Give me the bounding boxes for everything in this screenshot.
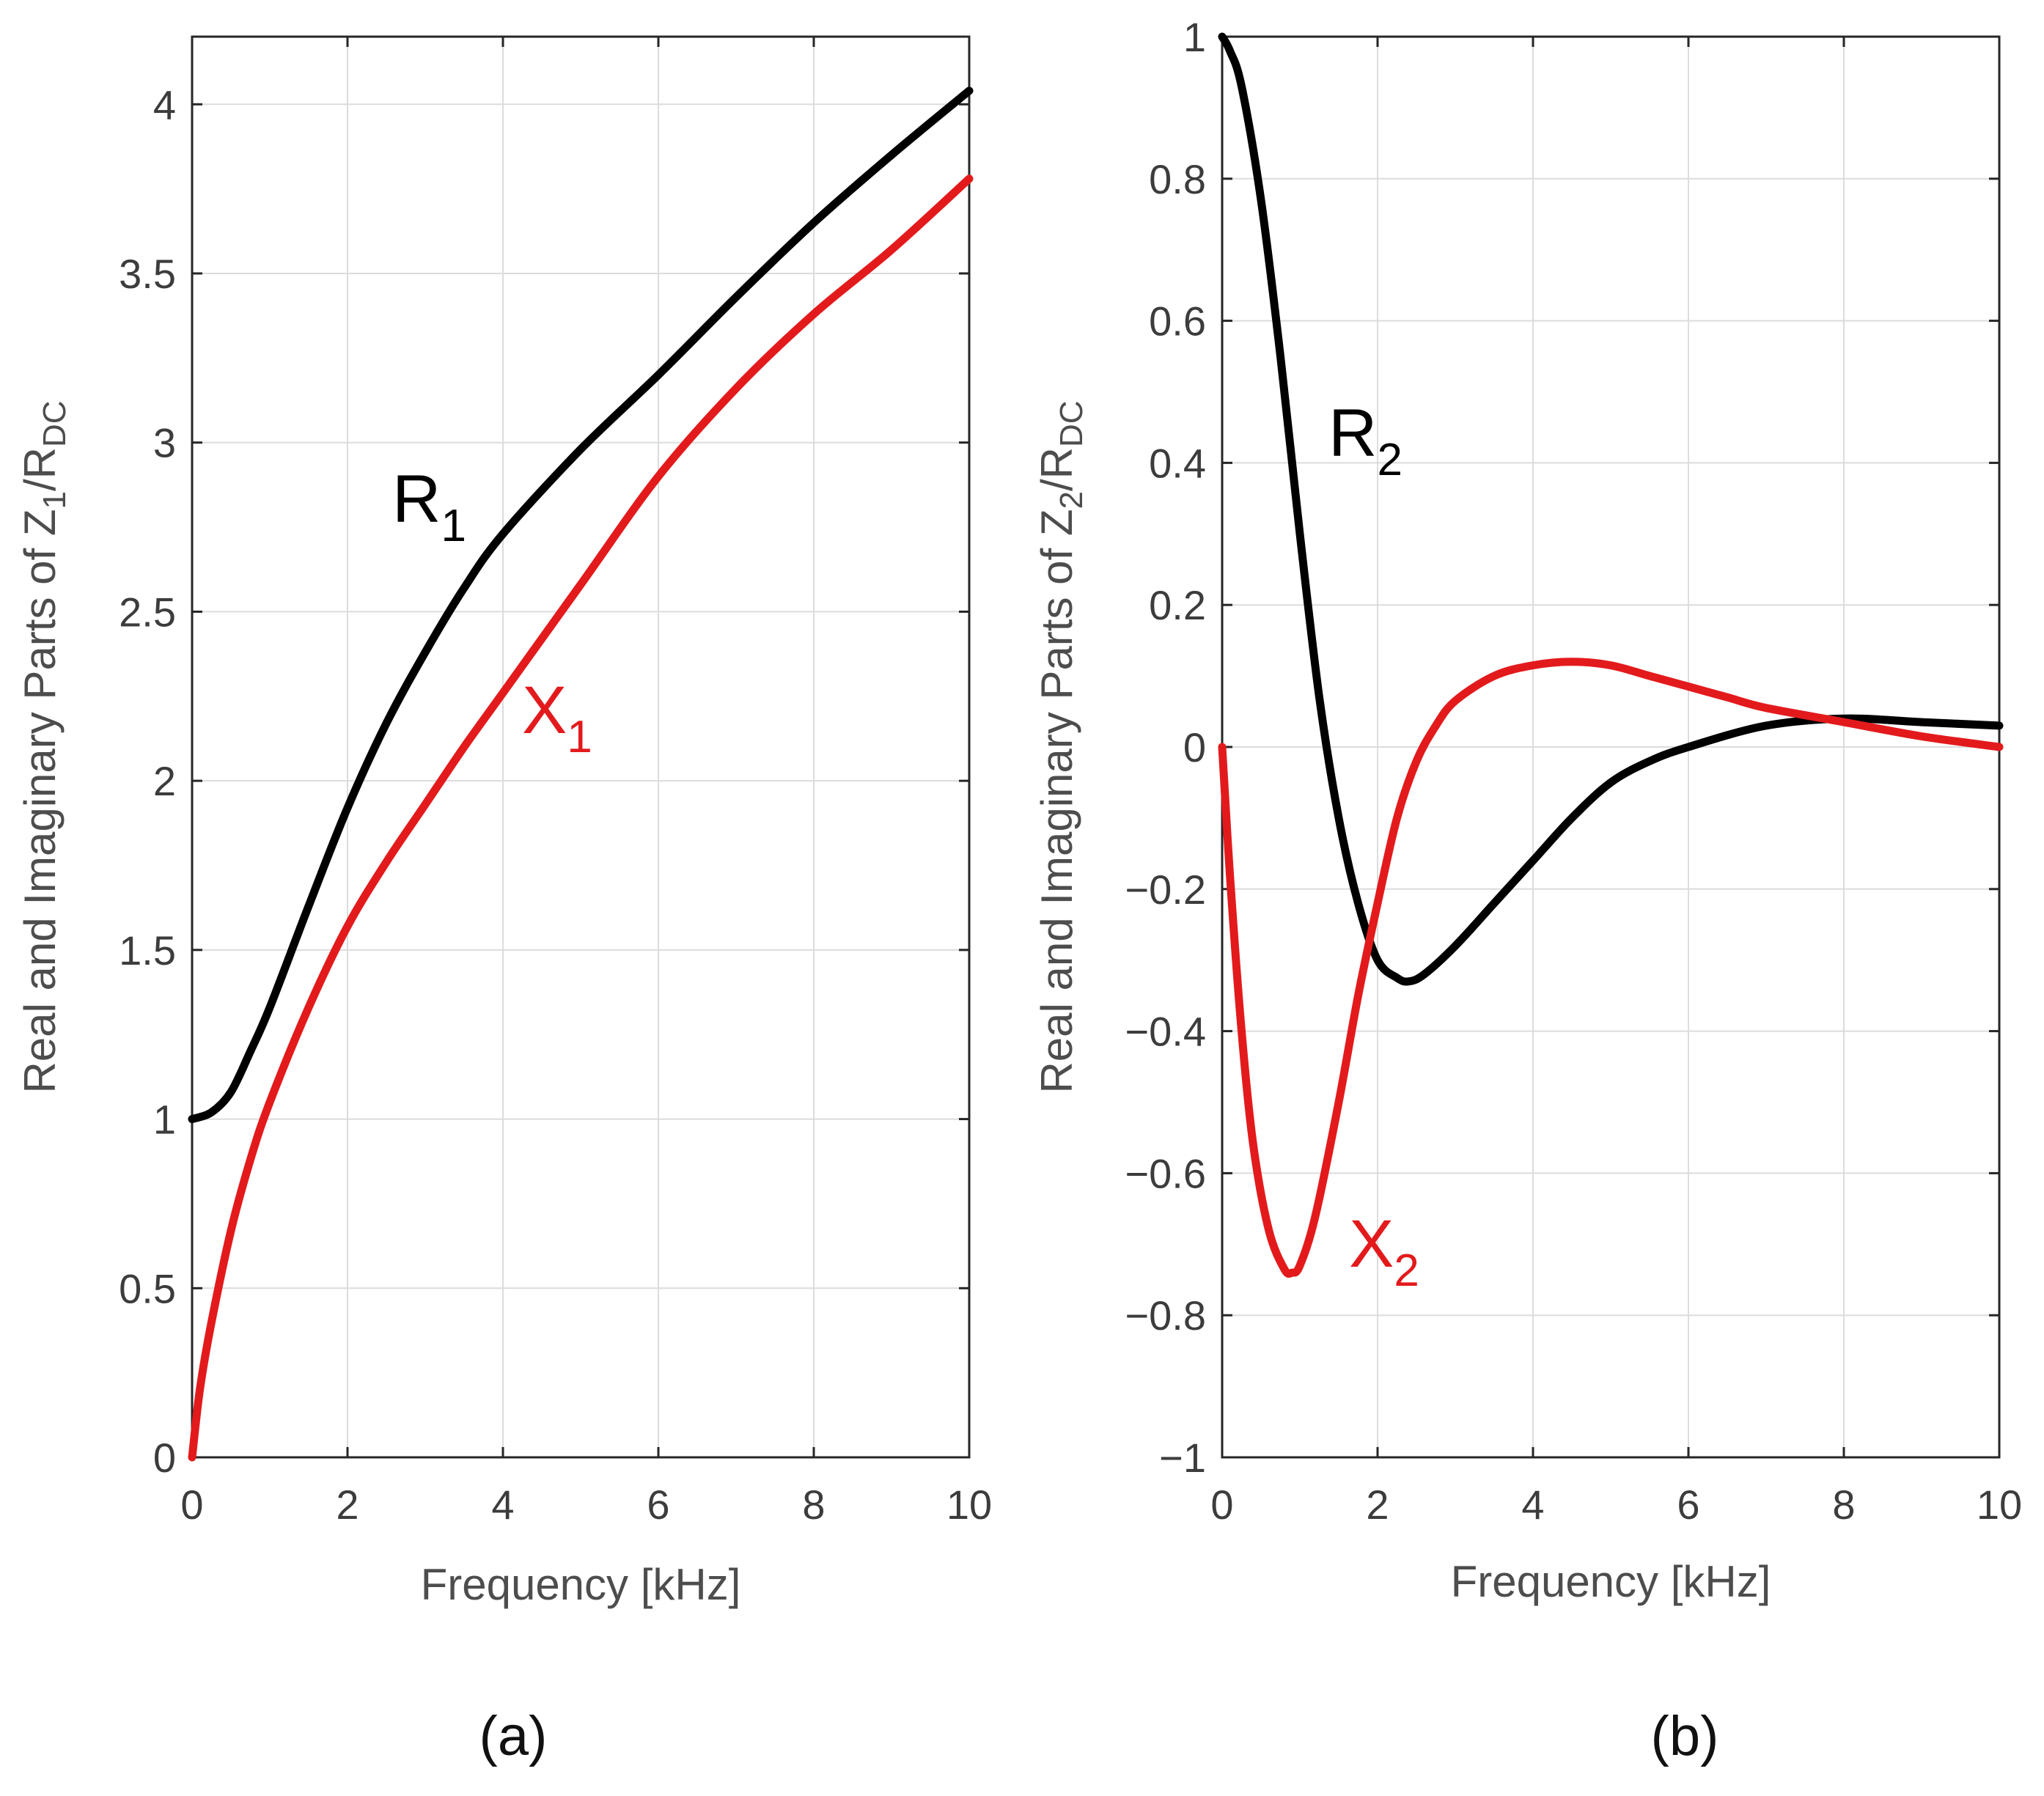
panel-b-y-axis-label: Real and Imaginary Parts of Z2/RDC — [1032, 400, 1089, 1093]
panel-a-plot-frame — [191, 35, 971, 1459]
panel-a-y-tick-label-7: 3.5 — [119, 251, 176, 297]
panel-b-y-tick-label-9: 0.8 — [1149, 156, 1206, 202]
panel-b-x-tick-label-1: 2 — [1366, 1482, 1389, 1528]
panel-a-y-axis-label-sub1: 1 — [37, 491, 73, 509]
series-line-r2 — [1218, 32, 2004, 986]
panel-b-y-axis-label-mid: /R — [1032, 447, 1081, 491]
panel-a-y-axis-label-mid: /R — [15, 447, 65, 491]
panel-a-y-tick-label-4: 2 — [153, 758, 176, 804]
panel-a-y-tick-label-8: 4 — [153, 81, 176, 128]
panel-a-y-axis-label-sub2: DC — [37, 400, 73, 447]
panel-b-x-axis-label: Frequency [kHz] — [1451, 1557, 1771, 1606]
panel-b-x-tick-label-3: 6 — [1677, 1482, 1699, 1528]
panel-a-series — [188, 87, 974, 1462]
panel-b-y-tick-label-7: 0.4 — [1149, 440, 1206, 486]
panel-a-x-axis-label: Frequency [kHz] — [421, 1560, 741, 1609]
series-line-x1 — [188, 174, 974, 1462]
panel-b-label: (b) — [1651, 1705, 1719, 1767]
panel-a-y-tick-label-1: 0.5 — [119, 1265, 176, 1311]
panel-b-y-axis-label-sub1: 2 — [1054, 491, 1089, 509]
panel-b-series — [1218, 32, 2004, 1278]
panel-b-y-tick-label-0: −1 — [1159, 1435, 1206, 1481]
panel-b-x-tick-label-2: 4 — [1521, 1482, 1544, 1528]
panel-a-x-tick-label-3: 6 — [647, 1482, 669, 1528]
panel-b-y-tick-label-3: −0.4 — [1125, 1009, 1206, 1055]
panel-a-x-tick-label-5: 10 — [946, 1482, 992, 1528]
panel-a-y-tick-label-0: 0 — [153, 1435, 176, 1481]
panel-a-label: (a) — [479, 1705, 548, 1767]
curve-label-r2: R2 — [1328, 396, 1403, 485]
panel-b-x-tick-label-5: 10 — [1977, 1482, 2022, 1528]
panel-a-x-tick-label-1: 2 — [336, 1482, 359, 1528]
panel-a-y-tick-label-5: 2.5 — [119, 589, 176, 635]
series-line-x2 — [1218, 658, 2004, 1278]
curve-label-r1: R1 — [392, 462, 466, 551]
series-line-r1 — [188, 87, 974, 1124]
panel-b-x-tick-label-4: 8 — [1832, 1482, 1855, 1528]
panel-b-y-tick-label-2: −0.6 — [1125, 1150, 1206, 1196]
panel-b-y-axis-label-main: Real and Imaginary Parts of Z — [1032, 509, 1081, 1094]
panel-b-x-tick-label-0: 0 — [1210, 1482, 1233, 1528]
panel-b-y-tick-label-4: −0.2 — [1125, 866, 1206, 913]
panel-b-ticks: 0 2 4 6 8 10 −1 −0.8 −0.6 −0.4 −0.2 0 0.2 0.4 0.6 0.8 1 — [1125, 14, 2022, 1528]
curve-label-x1: X1 — [522, 673, 592, 762]
panel-a-y-tick-label-6: 3 — [153, 420, 176, 466]
panel-a-y-axis-label-main: Real and Imaginary Parts of Z — [15, 509, 65, 1094]
panel-a-x-tick-label-4: 8 — [802, 1482, 825, 1528]
panel-a-ticks: 0 2 4 6 8 10 0 0.5 1 1.5 2 2.5 3 3.5 4 — [119, 37, 992, 1528]
panel-b-grid — [1221, 36, 2000, 1458]
curve-label-x2: X2 — [1349, 1207, 1419, 1296]
panel-a-y-tick-label-2: 1 — [153, 1097, 176, 1143]
panel-b-y-axis-label-sub2: DC — [1054, 400, 1089, 447]
panel-b-y-tick-label-5: 0 — [1183, 724, 1206, 770]
panel-b-y-tick-label-6: 0.2 — [1149, 582, 1206, 628]
panel-b-y-tick-label-8: 0.6 — [1149, 298, 1206, 345]
panel-a-x-tick-label-2: 4 — [491, 1482, 514, 1528]
panel-a-chart: 0 2 4 6 8 10 0 0.5 1 1.5 2 2.5 3 3.5 4 Frequency [kHz]… — [15, 35, 992, 1767]
panel-b-y-tick-label-1: −0.8 — [1125, 1292, 1206, 1339]
panel-a-y-axis-label: Real and Imaginary Parts of Z1/RDC — [15, 400, 73, 1093]
panel-b-chart: 0 2 4 6 8 10−1−0.8−0.6−0.4−0.200.20.40.60.81 … — [1032, 14, 2022, 1767]
panel-b-y-tick-label-10: 1 — [1183, 14, 1206, 60]
panel-a-y-tick-label-3: 1.5 — [119, 927, 176, 974]
panel-a-x-tick-label-0: 0 — [180, 1482, 203, 1528]
